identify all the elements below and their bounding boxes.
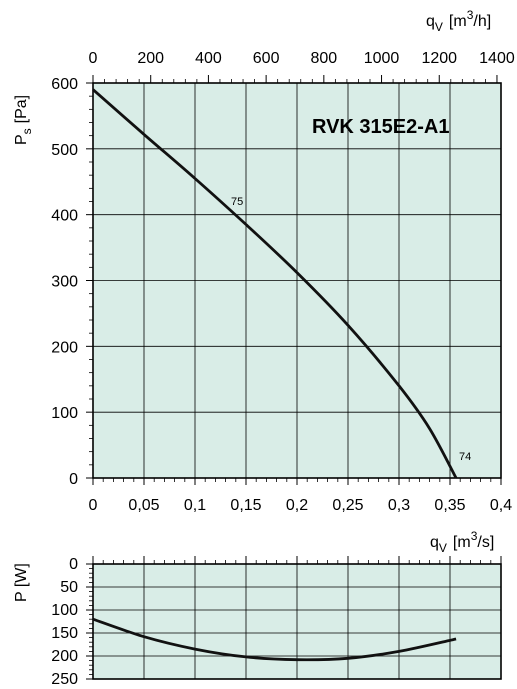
- x-top-tick-label-3: 600: [253, 50, 280, 67]
- bottom-axis-title: qV [m3/s]: [430, 529, 494, 555]
- x-bottom-tick-label-3: 0,15: [230, 497, 261, 514]
- top-axis-title: qV [m3/h]: [426, 8, 491, 34]
- y-tick-label-4: 400: [51, 208, 78, 225]
- power-curves: [92, 617, 457, 662]
- pressure-curve: [92, 88, 458, 479]
- main-curves: [92, 88, 458, 479]
- power-plot-border: [92, 563, 502, 680]
- x-bottom-tick-label-7: 0,35: [434, 497, 465, 514]
- y-tick-label-1: 100: [51, 405, 78, 422]
- x-top-tick-label-0: 0: [89, 50, 98, 67]
- x-top-tick-label-5: 1000: [364, 50, 400, 67]
- x-bottom-tick-label-1: 0,05: [128, 497, 159, 514]
- x-top-tick-label-1: 200: [137, 50, 164, 67]
- power-y-tick-label-4: 200: [51, 648, 78, 665]
- y-tick-label-6: 600: [51, 76, 78, 93]
- y-tick-label-2: 200: [51, 339, 78, 356]
- x-bottom-tick-label-5: 0,25: [332, 497, 363, 514]
- curve-label-74: 74: [459, 451, 471, 463]
- y-tick-label-3: 300: [51, 274, 78, 291]
- power-curve: [92, 617, 457, 662]
- power-y-tick-label-1: 50: [60, 579, 78, 596]
- y-tick-label-5: 500: [51, 142, 78, 159]
- power-y-tick-label-2: 100: [51, 602, 78, 619]
- chart-title: RVK 315E2-A1: [312, 116, 449, 138]
- x-bottom-tick-label-8: 0,4: [490, 497, 512, 514]
- power-y-tick-label-5: 250: [51, 671, 78, 688]
- power-y-tick-label-0: 0: [69, 556, 78, 573]
- main-plot-border: [92, 82, 502, 479]
- curve-label-75: 75: [231, 196, 243, 208]
- y-tick-label-0: 0: [69, 471, 78, 488]
- x-bottom-tick-label-0: 0: [89, 497, 98, 514]
- x-top-tick-label-2: 400: [195, 50, 222, 67]
- x-top-tick-label-7: 1400: [479, 50, 515, 67]
- x-top-tick-label-4: 800: [310, 50, 337, 67]
- x-bottom-tick-label-6: 0,3: [388, 497, 410, 514]
- labels: qV [m3/h] Ps[Pa] RVK 315E2-A1 75 74 qV [m3…: [13, 8, 494, 602]
- x-top-tick-label-6: 1200: [421, 50, 457, 67]
- power-y-axis-title: P [W]: [13, 563, 30, 602]
- x-bottom-tick-label-2: 0,1: [184, 497, 206, 514]
- tick-labels: 0 0,05 0,1 0,15 0,2 0,25 0,3 0,35 0,4 0 100 200 300 4…: [51, 50, 515, 688]
- main-y-axis-title: Ps[Pa]: [13, 95, 34, 145]
- power-y-tick-label-3: 150: [51, 625, 78, 642]
- x-bottom-tick-label-4: 0,2: [286, 497, 308, 514]
